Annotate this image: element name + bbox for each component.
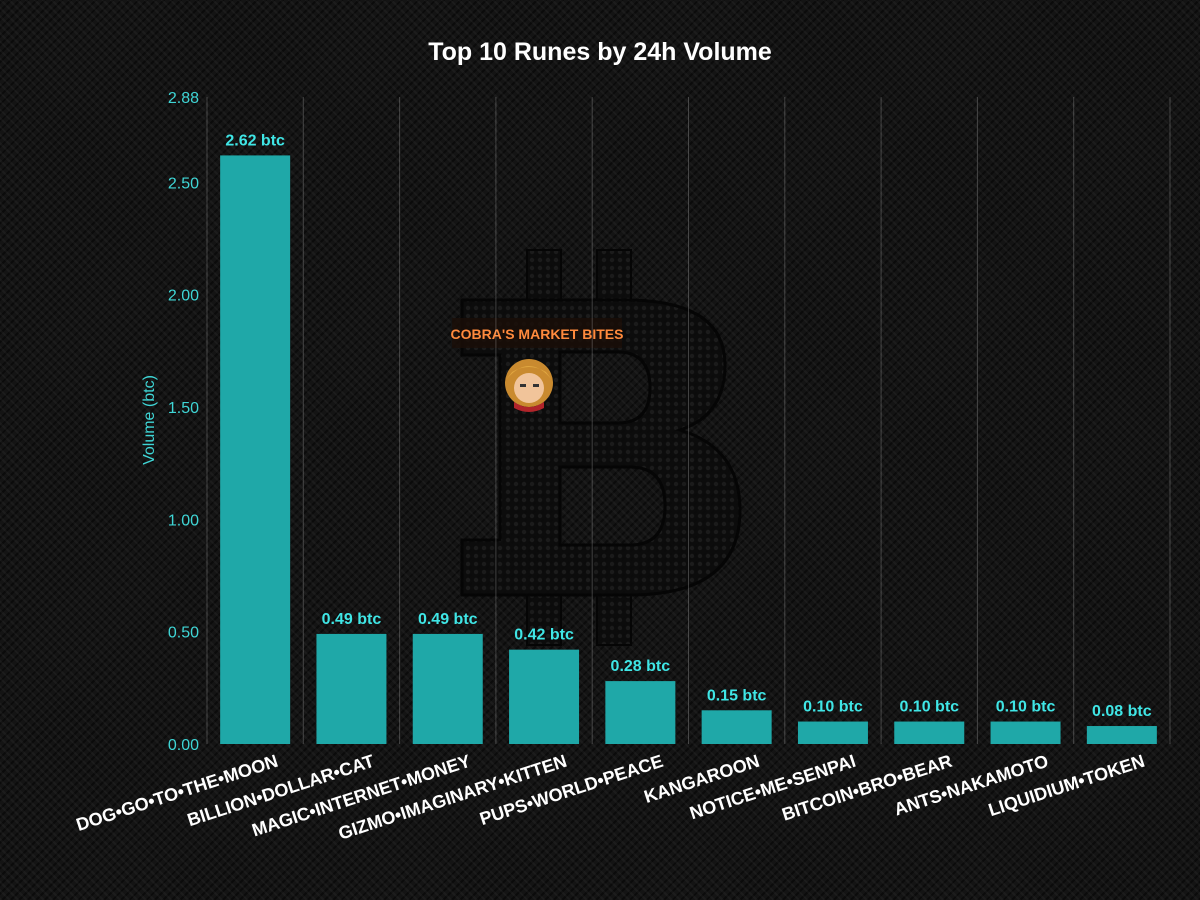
y-tick-label: 0.00 (168, 737, 199, 754)
y-axis-label: Volume (btc) (141, 375, 158, 465)
watermark-brand-text: COBRA'S MARKET BITES (451, 326, 624, 342)
bar-value-label: 0.08 btc (1092, 703, 1152, 720)
bar-value-label: 0.49 btc (322, 611, 382, 628)
bar (316, 633, 387, 744)
data-labels: 2.62 btc 0.49 btc 0.49 btc 0.42 btc 0.28 btc… (225, 132, 1151, 720)
bar (1086, 726, 1157, 744)
bar-value-label: 2.62 btc (225, 132, 285, 149)
x-axis-ticks: DOG•GO•TO•THE•MOONBILLION•DOLLAR•CATMAGI… (74, 751, 1147, 844)
cobra-avatar-icon (505, 359, 553, 412)
bar (701, 710, 772, 744)
watermark-brand: COBRA'S MARKET BITES (451, 318, 624, 348)
bitcoin-logo-icon (460, 249, 742, 646)
y-tick-label: 2.50 (168, 175, 199, 192)
gridlines (206, 97, 1171, 744)
y-axis-ticks: 0.00 0.50 1.00 1.50 2.00 2.50 2.88 (168, 90, 199, 754)
bar-value-label: 0.42 btc (514, 627, 574, 644)
bar-value-label: 0.10 btc (803, 699, 863, 716)
bar (412, 633, 483, 744)
y-tick-label: 1.50 (168, 400, 199, 417)
bar-value-label: 0.28 btc (611, 658, 671, 675)
bar (605, 681, 676, 744)
bars (220, 155, 1157, 744)
bar (220, 155, 291, 744)
y-tick-label: 0.50 (168, 625, 199, 642)
x-tick-label: NOTICE•ME•SENPAI (687, 751, 858, 824)
y-tick-label: 2.88 (168, 90, 199, 107)
chart-title: Top 10 Runes by 24h Volume (428, 38, 772, 66)
y-tick-label: 2.00 (168, 288, 199, 305)
bar-value-label: 0.15 btc (707, 687, 767, 704)
bar-value-label: 0.10 btc (899, 699, 959, 716)
bar (509, 649, 580, 744)
bar (990, 721, 1061, 744)
y-tick-label: 1.00 (168, 512, 199, 529)
bar (797, 721, 868, 744)
bar (894, 721, 965, 744)
bar-value-label: 0.49 btc (418, 611, 478, 628)
bar-value-label: 0.10 btc (996, 699, 1056, 716)
